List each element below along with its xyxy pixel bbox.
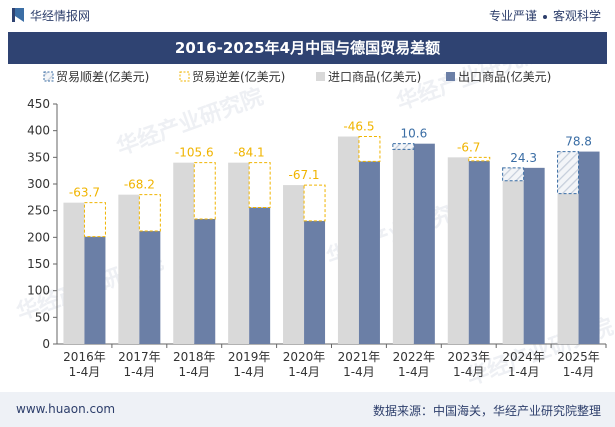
x-tick-label: 2017年 <box>118 350 161 364</box>
axes: 0501001502002503003504004502016年1-4月2017… <box>27 97 607 379</box>
balance-label: -46.5 <box>343 120 374 134</box>
export-bar <box>358 161 380 344</box>
import-bar <box>63 202 85 344</box>
chart-title: 2016-2025年4月中国与德国贸易差额 <box>174 39 441 57</box>
surplus-segment <box>502 167 525 182</box>
legend-swatch-export <box>446 72 455 81</box>
x-tick-label: 2024年 <box>502 350 545 364</box>
legend-swatch-import <box>316 72 325 81</box>
import-bar <box>502 180 524 344</box>
x-tick-label: 2022年 <box>393 350 436 364</box>
x-tick-label: 2025年 <box>557 350 600 364</box>
x-tick-label: 1-4月 <box>343 365 375 379</box>
deficit-segment <box>83 202 106 238</box>
balance-label: 10.6 <box>400 127 427 141</box>
export-bar <box>139 231 161 344</box>
legend-label: 贸易逆差(亿美元) <box>192 69 285 84</box>
x-tick-label: 1-4月 <box>178 365 210 379</box>
balance-label: -84.1 <box>234 146 265 160</box>
y-tick-label: 0 <box>42 337 50 351</box>
balance-label: -68.2 <box>124 178 155 192</box>
x-tick-label: 2019年 <box>228 350 271 364</box>
x-tick-label: 2020年 <box>283 350 326 364</box>
legend-swatch-surplus <box>43 71 54 82</box>
surplus-segment <box>557 151 580 195</box>
dot-separator <box>542 14 547 19</box>
chart: 华经产业研究院华经产业研究院华经产业研究院华经产业研究院华经产业研究院 贸易顺差… <box>13 64 615 391</box>
export-bar <box>468 160 490 344</box>
x-tick-label: 2016年 <box>63 350 106 364</box>
x-tick-label: 1-4月 <box>508 365 540 379</box>
x-tick-label: 2023年 <box>447 350 490 364</box>
footer-url[interactable]: www.huaon.com <box>16 402 116 416</box>
balance-label: -67.1 <box>289 168 320 182</box>
y-tick-label: 300 <box>27 177 50 191</box>
balance-label: -6.7 <box>457 140 480 154</box>
footer: www.huaon.com 数据来源：中国海关，华经产业研究院整理 <box>0 392 615 427</box>
legend-label: 进口商品(亿美元) <box>328 69 421 84</box>
y-tick-label: 400 <box>27 124 50 138</box>
brand-name: 华经情报网 <box>30 9 91 23</box>
deficit-segment <box>193 162 216 220</box>
import-bar <box>283 185 305 344</box>
import-bar <box>557 193 579 344</box>
deficit-segment <box>248 162 271 209</box>
slogan-1: 专业严谨 <box>488 9 537 23</box>
balance-label: 78.8 <box>565 135 592 149</box>
export-bar <box>523 167 545 344</box>
legend-label: 贸易顺差(亿美元) <box>56 69 149 84</box>
data-source: 数据来源：中国海关，华经产业研究院整理 <box>372 404 601 418</box>
legend: 贸易顺差(亿美元) 贸易逆差(亿美元) 进口商品(亿美元) 出口商品(亿美元) <box>43 69 551 84</box>
balance-label: 24.3 <box>510 151 537 165</box>
x-tick-label: 2018年 <box>173 350 216 364</box>
deficit-segment <box>468 156 491 162</box>
y-tick-label: 350 <box>27 150 50 164</box>
import-bar <box>228 162 250 344</box>
import-bar <box>447 157 469 344</box>
surplus-segment <box>392 143 415 150</box>
y-tick-label: 250 <box>27 204 50 218</box>
x-tick-label: 1-4月 <box>233 365 265 379</box>
x-tick-label: 1-4月 <box>288 365 320 379</box>
logo-icon <box>12 8 24 22</box>
bars: -63.7 -68.2 -105.6 -84.1 -67.1 -46.5 10.6 -6.7 2… <box>63 120 600 344</box>
balance-label: -105.6 <box>175 146 214 160</box>
legend-label: 出口商品(亿美元) <box>458 69 551 84</box>
x-tick-label: 1-4月 <box>453 365 485 379</box>
balance-label: -63.7 <box>69 186 100 200</box>
export-bar <box>84 236 106 344</box>
import-bar <box>337 136 359 344</box>
export-bar <box>413 143 435 344</box>
y-tick-label: 150 <box>27 257 50 271</box>
x-tick-label: 1-4月 <box>69 365 101 379</box>
slogan-2: 客观科学 <box>552 9 601 23</box>
y-tick-label: 100 <box>27 284 50 298</box>
y-tick-label: 450 <box>27 97 50 111</box>
top-bar: 华经情报网 专业严谨 客观科学 <box>0 0 615 30</box>
x-tick-label: 1-4月 <box>124 365 156 379</box>
x-tick-label: 1-4月 <box>398 365 430 379</box>
deficit-segment <box>138 194 161 232</box>
slogan: 专业严谨 客观科学 <box>489 7 601 24</box>
import-bar <box>392 149 414 344</box>
y-tick-label: 200 <box>27 230 50 244</box>
export-bar <box>194 218 216 344</box>
export-bar <box>249 207 271 344</box>
y-tick-label: 50 <box>35 310 50 324</box>
legend-swatch-deficit <box>179 71 190 82</box>
deficit-segment <box>303 184 326 222</box>
title-bar: 2016-2025年4月中国与德国贸易差额 <box>8 32 607 64</box>
export-bar <box>304 220 326 344</box>
x-tick-label: 1-4月 <box>563 365 595 379</box>
deficit-segment <box>358 136 381 162</box>
import-bar <box>173 162 195 344</box>
import-bar <box>118 194 140 344</box>
x-tick-label: 2021年 <box>338 350 381 364</box>
export-bar <box>578 151 600 344</box>
